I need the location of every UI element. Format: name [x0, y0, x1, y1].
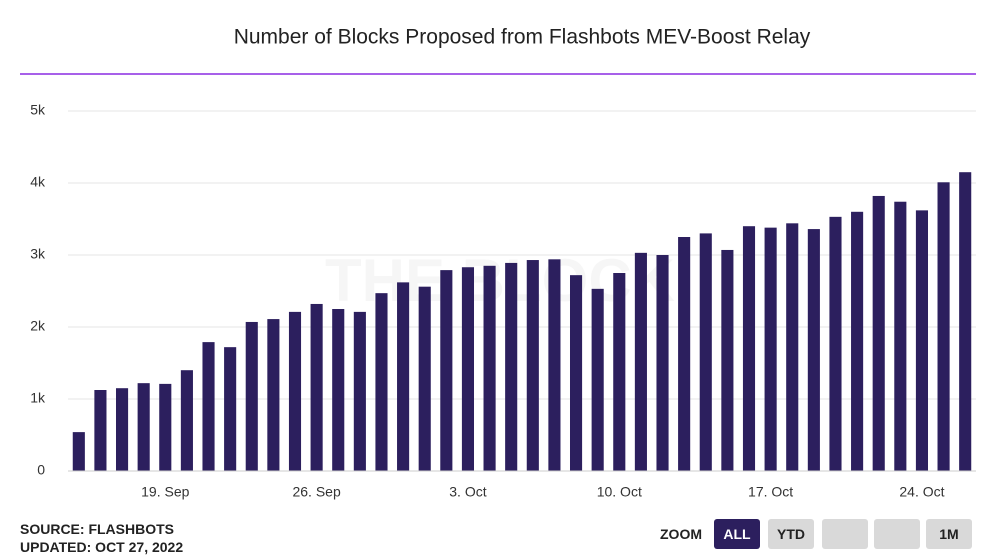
bar	[807, 229, 820, 471]
x-tick-label: 24. Oct	[899, 484, 944, 500]
zoom-ytd[interactable]: YTD	[768, 519, 814, 549]
bar	[202, 342, 215, 471]
zoom-1m[interactable]: 1M	[926, 519, 972, 549]
bar	[678, 237, 691, 471]
chart-title: Number of Blocks Proposed from Flashbots…	[234, 26, 811, 49]
footer: SOURCE: FLASHBOTS UPDATED: OCT 27, 2022	[20, 520, 183, 556]
bar	[224, 347, 237, 471]
x-tick-label: 3. Oct	[449, 484, 486, 500]
bar	[526, 260, 539, 471]
bar	[332, 309, 345, 471]
bar	[569, 275, 583, 471]
bar	[159, 383, 172, 471]
x-tick-label: 19. Sep	[141, 484, 189, 500]
bar	[397, 282, 410, 471]
zoom-blank[interactable]	[822, 519, 868, 549]
bar	[505, 262, 518, 471]
bar	[894, 201, 907, 471]
bar	[267, 319, 280, 471]
updated: UPDATED: OCT 27, 2022	[20, 539, 184, 555]
zoom-all[interactable]: ALL	[714, 519, 760, 549]
bar	[699, 233, 712, 471]
chart: Number of Blocks Proposed from Flashbots…	[20, 26, 976, 500]
bar	[915, 210, 929, 472]
source: SOURCE: FLASHBOTS	[20, 521, 174, 537]
bar	[742, 226, 756, 471]
zoom-blank[interactable]	[874, 519, 920, 549]
bar	[418, 286, 431, 471]
bar	[591, 288, 604, 471]
bar	[115, 388, 129, 471]
bar	[851, 211, 864, 472]
y-tick-label: 5k	[30, 102, 46, 118]
y-tick-label: 4k	[30, 174, 46, 190]
bar	[288, 311, 302, 471]
bar	[94, 390, 107, 471]
y-tick-label: 3k	[30, 246, 46, 262]
bar	[959, 172, 972, 471]
bar	[72, 432, 85, 471]
bar	[461, 267, 475, 471]
bar	[310, 303, 323, 471]
bar	[137, 383, 150, 471]
bar	[786, 223, 799, 471]
bar	[548, 259, 561, 471]
bar	[375, 293, 388, 471]
zoom-label: ZOOM	[660, 526, 702, 542]
y-tick-label: 2k	[30, 318, 46, 334]
bar	[613, 273, 626, 471]
bar	[764, 227, 777, 471]
bar	[353, 311, 366, 471]
bar	[656, 255, 669, 471]
bar	[872, 195, 885, 471]
y-tick-label: 1k	[30, 390, 46, 406]
bar	[937, 182, 950, 471]
y-tick-label: 0	[37, 462, 45, 478]
bar	[829, 216, 842, 471]
x-tick-label: 17. Oct	[748, 484, 793, 500]
bar	[180, 370, 193, 471]
x-tick-label: 26. Sep	[292, 484, 340, 500]
bar	[634, 252, 647, 471]
bar	[440, 270, 453, 471]
bar	[245, 321, 258, 471]
bar	[483, 265, 496, 471]
x-tick-label: 10. Oct	[597, 484, 642, 500]
bar	[721, 249, 734, 471]
